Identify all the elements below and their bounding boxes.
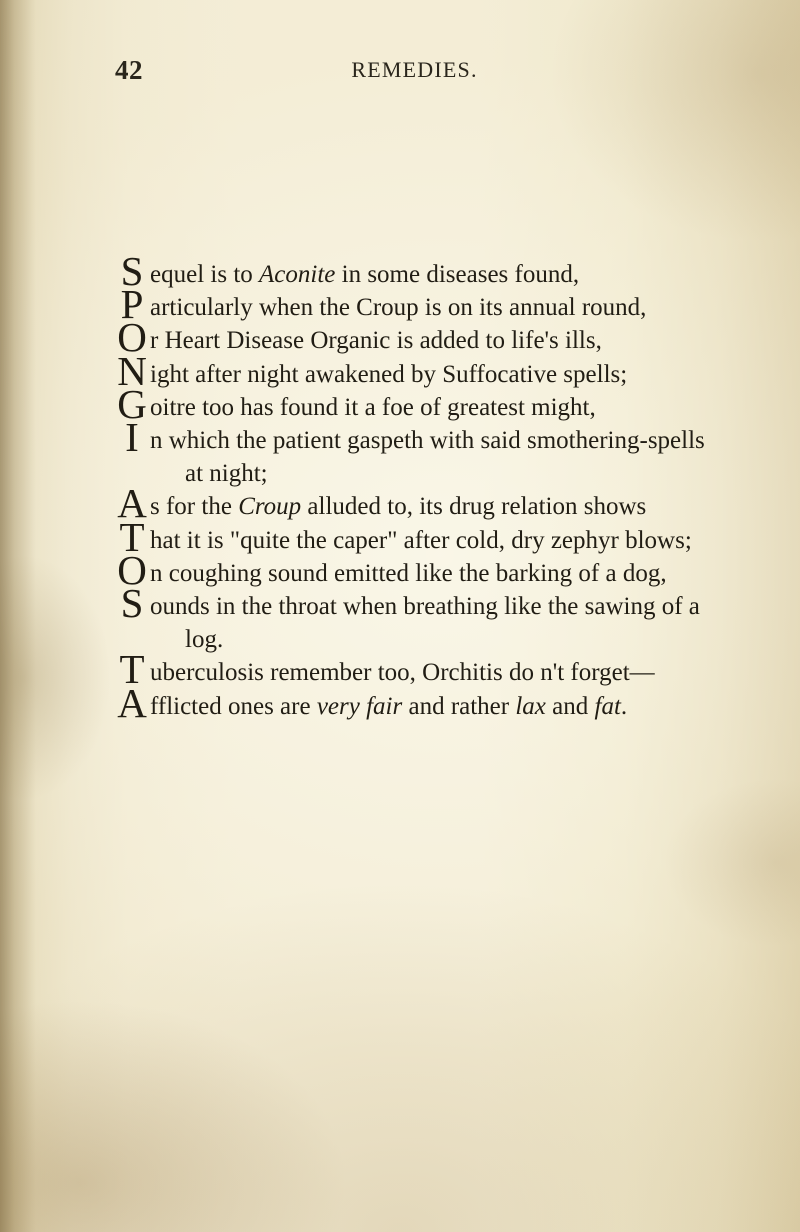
acrostic-line: Particularly when the Croup is on its an… xyxy=(113,291,711,324)
page-number: 42 xyxy=(115,55,143,86)
first-word-rest: oitre xyxy=(150,394,196,421)
acrostic-line: Sounds in the throat when breathing like… xyxy=(113,590,711,656)
acrostic-line: Tuberculosis remember too, Orchitis do n… xyxy=(113,656,711,689)
first-word-rest: s xyxy=(150,493,160,520)
acrostic-line: Sequel is to Aconite in some diseases fo… xyxy=(113,258,711,291)
first-word-rest: articularly xyxy=(150,294,253,321)
line-tail: when the Croup is on its annual round, xyxy=(253,294,647,321)
first-word-rest: ight xyxy=(150,361,189,388)
dropcap-letter: S xyxy=(113,583,151,624)
line-tail: remember too, Orchitis do n't forget— xyxy=(264,659,655,686)
acrostic-line: In which the patient gaspeth with said s… xyxy=(113,424,711,490)
dropcap-letter: I xyxy=(113,417,151,458)
acrostic-line: On coughing sound emitted like the barki… xyxy=(113,557,711,590)
line-tail: which the patient gaspeth with said smot… xyxy=(163,427,705,487)
line-tail: is to Aconite in some diseases found, xyxy=(204,261,579,288)
acrostic-line: Afflicted ones are very fair and rather … xyxy=(113,690,711,723)
first-word-rest: n xyxy=(150,560,163,587)
line-tail: ones are very fair and rather lax and fa… xyxy=(222,693,627,720)
first-word-rest: fflicted xyxy=(150,693,222,720)
line-tail: in the throat when breathing like the sa… xyxy=(185,593,700,653)
first-word-rest: ounds xyxy=(150,593,210,620)
page-body: Sequel is to Aconite in some diseases fo… xyxy=(113,258,711,723)
acrostic-line: Night after night awakened by Suffocativ… xyxy=(113,358,711,391)
line-tail: for the Croup alluded to, its drug relat… xyxy=(160,493,647,520)
first-word-rest: hat xyxy=(150,527,181,554)
line-tail: it is "quite the caper" after cold, dry … xyxy=(181,527,692,554)
acrostic-line: Or Heart Disease Organic is added to lif… xyxy=(113,324,711,357)
first-word-rest: n xyxy=(150,427,163,454)
running-title: REMEDIES. xyxy=(351,57,477,83)
line-tail: coughing sound emitted like the barking … xyxy=(163,560,667,587)
first-word-rest: uberculosis xyxy=(150,659,264,686)
scanned-page: 42 REMEDIES. Sequel is to Aconite in som… xyxy=(0,0,800,1232)
first-word-rest: equel xyxy=(150,261,204,288)
acrostic-line: That it is "quite the caper" after cold,… xyxy=(113,524,711,557)
acrostic-line: Goitre too has found it a foe of greates… xyxy=(113,391,711,424)
dropcap-letter: A xyxy=(113,683,151,724)
acrostic-poem: Sequel is to Aconite in some diseases fo… xyxy=(113,258,711,723)
page-header: 42 REMEDIES. xyxy=(115,55,714,87)
acrostic-line: As for the Croup alluded to, its drug re… xyxy=(113,490,711,523)
line-tail: Heart Disease Organic is added to life's… xyxy=(158,327,602,354)
line-tail: after night awakened by Suffocative spel… xyxy=(189,361,627,388)
line-tail: too has found it a foe of greatest might… xyxy=(196,394,596,421)
